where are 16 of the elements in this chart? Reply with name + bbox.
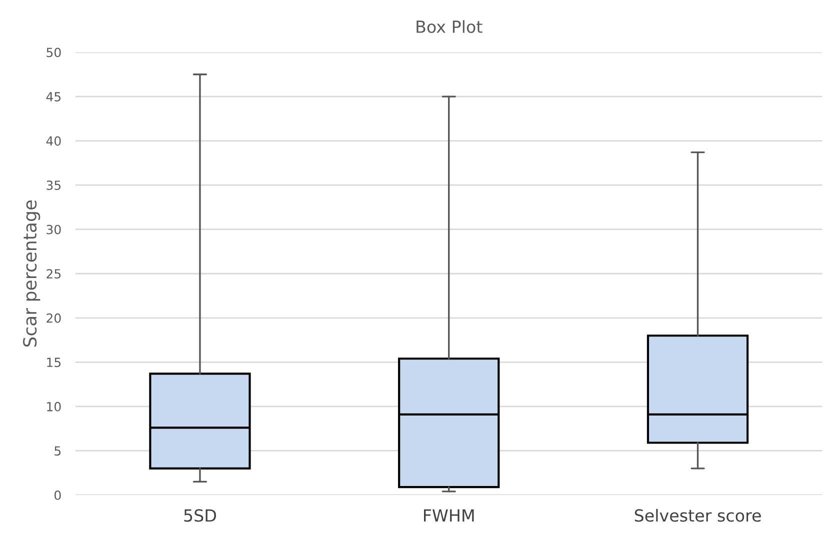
y-tick-label: 20 — [46, 313, 61, 323]
x-tick-label: Selvester score — [634, 508, 761, 522]
y-tick-label: 35 — [46, 180, 61, 190]
y-tick-label: 40 — [46, 136, 61, 146]
x-tick-label: FWHM — [424, 509, 474, 522]
y-tick-label: 5 — [54, 446, 61, 456]
y-tick-label: 0 — [54, 490, 61, 500]
y-tick-label: 10 — [47, 402, 61, 412]
chart-title: Box Plot — [416, 20, 482, 34]
y-tick-label: 50 — [46, 48, 61, 58]
y-tick-label: 30 — [46, 224, 61, 234]
x-tick-label: 5SD — [184, 509, 216, 522]
y-tick-label: 45 — [46, 92, 61, 102]
y-axis-title: Scar percentage — [23, 200, 40, 347]
y-tick-label: 25 — [46, 269, 61, 279]
y-tick-label: 15 — [47, 358, 61, 368]
